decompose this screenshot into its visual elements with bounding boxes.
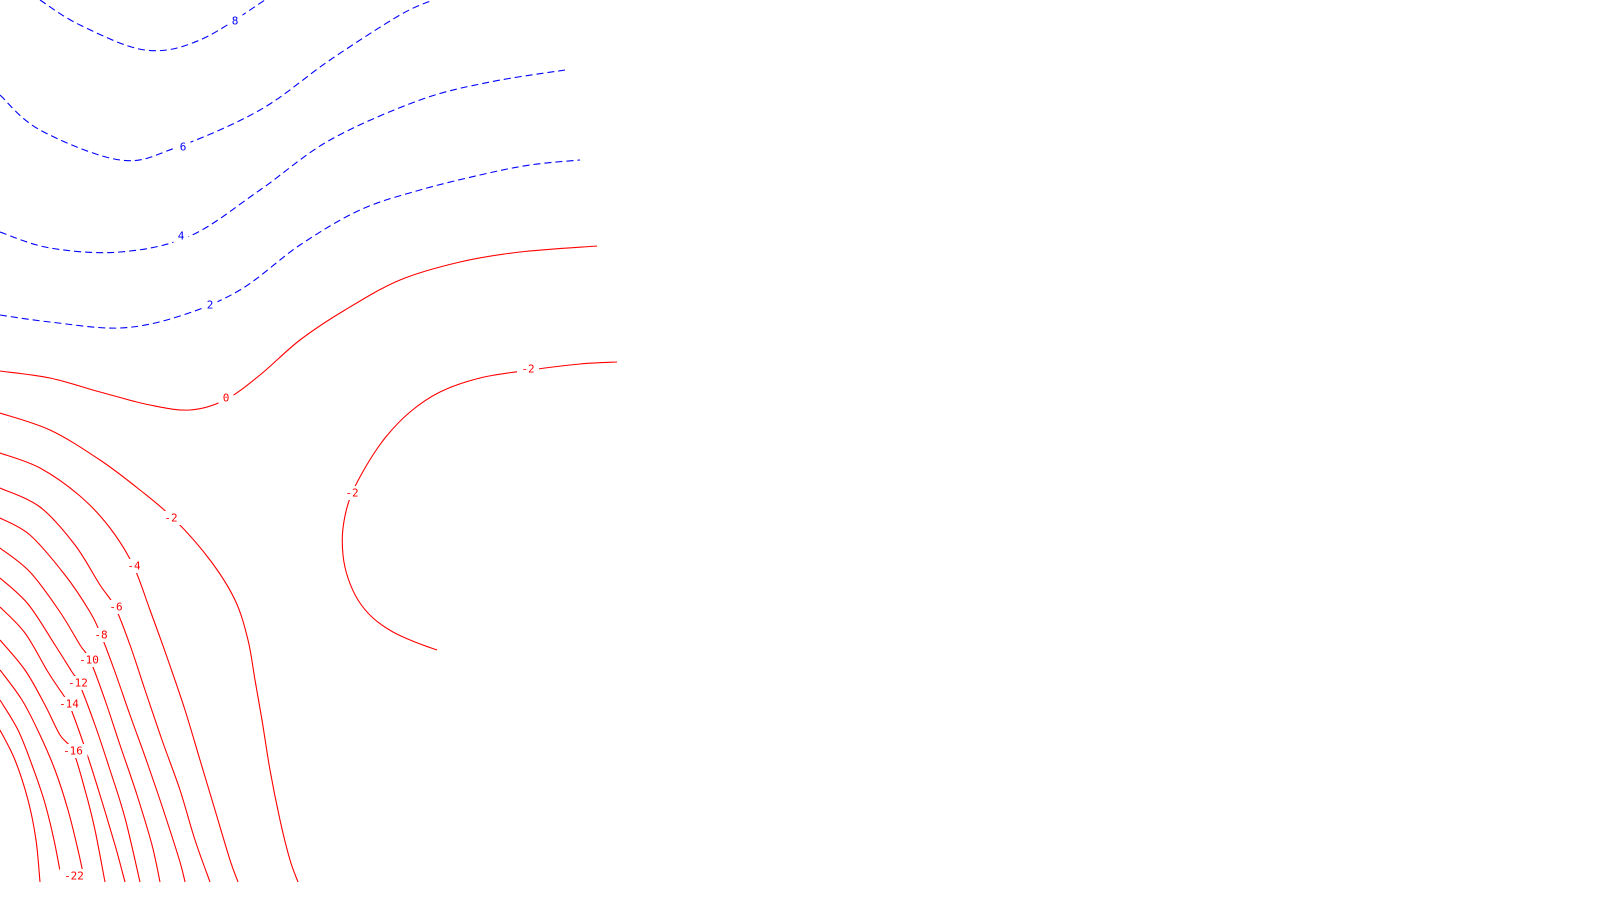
contour-line-cm16 (0, 639, 106, 883)
contour-cm10-label-group: -10 (74, 653, 104, 667)
contour-cm2b-label: -2 (521, 363, 534, 376)
contour-c0-label: 0 (223, 392, 230, 405)
contour-cm2b-second-label-group: -2 (341, 486, 363, 500)
contour-cm12-label: -12 (68, 677, 88, 690)
contour-cm2a-label: -2 (164, 512, 177, 525)
contour-c8-label-group: 8 (227, 14, 243, 28)
contour-line-c8 (39, 0, 266, 52)
contour-c8-label-background (227, 14, 243, 28)
contour-c8-label: 8 (232, 15, 239, 28)
contour-line-cm10 (0, 547, 161, 883)
contour-c2-label-group: 2 (202, 298, 218, 312)
contour-cm2a-label-group: -2 (160, 511, 182, 525)
contour-line-c2 (0, 159, 581, 329)
contour-c4-label-group: 4 (173, 229, 189, 243)
contour-c4-label-background (173, 229, 189, 243)
contour-c6-label-group: 6 (175, 140, 191, 154)
contour-c4-label: 4 (178, 230, 185, 243)
contour-line-cm4 (0, 452, 239, 883)
contour-line-c0 (0, 245, 598, 411)
contour-cm10-label-background (74, 653, 104, 667)
contour-cm2b-label-group: -2 (517, 362, 539, 376)
contour-cm22-label-group: -22 (59, 869, 89, 883)
contour-cm2b-label-background (517, 362, 539, 376)
contour-cm8-label: -8 (94, 629, 107, 642)
contour-line-cm12 (0, 577, 141, 883)
contour-cm10-label: -10 (79, 654, 99, 667)
contour-cm22-label-background (59, 869, 89, 883)
contour-cm6-label-background (105, 600, 127, 614)
contour-cm22-label: -22 (64, 870, 84, 883)
contour-cm16-label-background (58, 744, 88, 758)
contour-line-cm20 (0, 699, 63, 883)
contour-cm2a-label-background (160, 511, 182, 525)
contour-cm4-label-group: -4 (123, 559, 145, 573)
contour-c0-label-background (218, 391, 234, 405)
contour-c2-label-background (202, 298, 218, 312)
contour-cm12-label-background (63, 676, 93, 690)
contour-cm8-label-group: -8 (90, 628, 112, 642)
contour-line-cm2b (341, 361, 618, 651)
contour-cm14-label: -14 (59, 698, 79, 711)
contour-cm12-label-group: -12 (63, 676, 93, 690)
contour-cm2b-second-label-background (341, 486, 363, 500)
contour-cm6-label: -6 (109, 601, 122, 614)
contour-line-cm2a (0, 412, 299, 883)
contour-c2-label: 2 (207, 299, 214, 312)
contour-c0-label-group: 0 (218, 391, 234, 405)
contour-c6-label: 6 (180, 141, 187, 154)
contour-cm4-label-background (123, 559, 145, 573)
contour-line-c4 (0, 69, 566, 254)
contour-c6-label-background (175, 140, 191, 154)
contour-cm16-label-group: -16 (58, 744, 88, 758)
contour-line-cm8 (0, 517, 186, 883)
contour-line-cm22 (0, 729, 41, 883)
contour-cm8-label-background (90, 628, 112, 642)
contour-cm6-label-group: -6 (105, 600, 127, 614)
contour-cm14-label-group: -14 (54, 697, 84, 711)
contour-cm4-label: -4 (127, 560, 141, 573)
contour-cm2b-second-label: -2 (345, 487, 358, 500)
contour-cm16-label: -16 (63, 745, 83, 758)
contour-line-cm6 (0, 487, 211, 883)
contour-line-cm18 (0, 669, 86, 883)
contour-cm14-label-background (54, 697, 84, 711)
contour-line-c6 (0, 0, 434, 162)
